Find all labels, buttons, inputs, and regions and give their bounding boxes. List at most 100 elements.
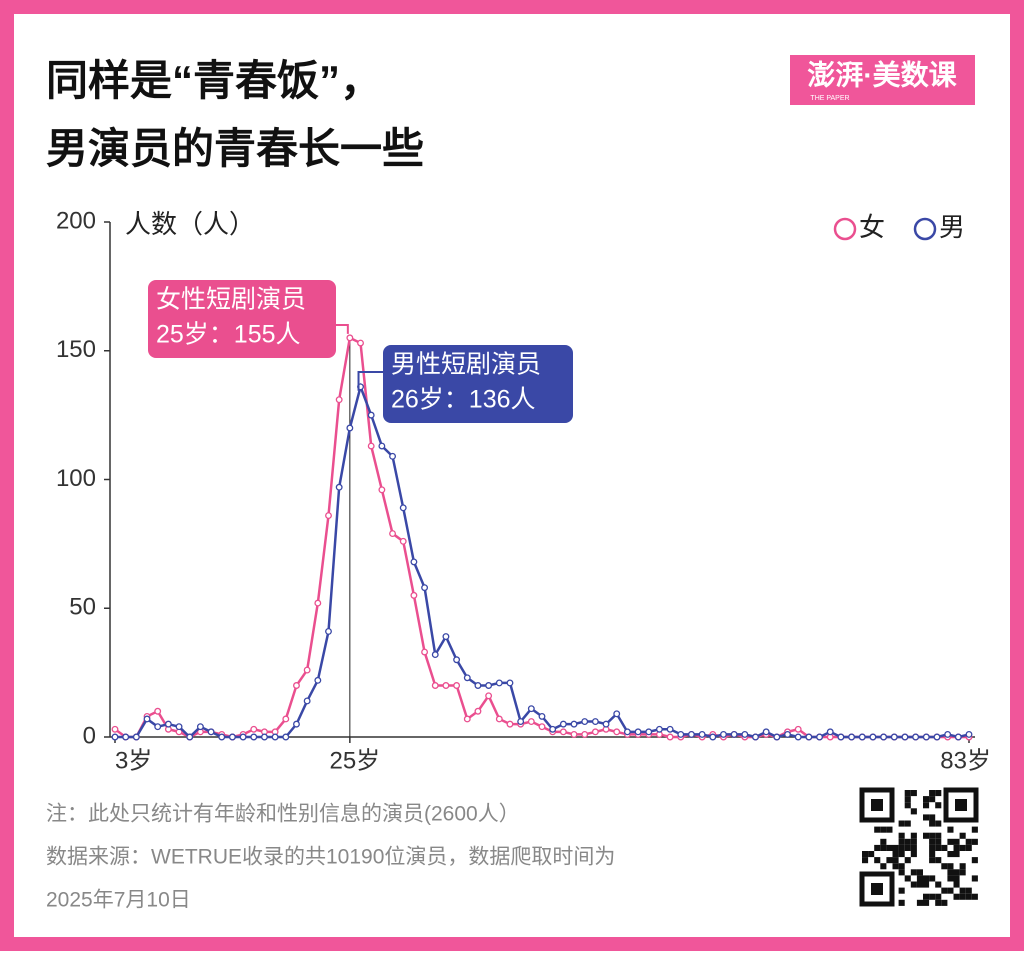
point: [623, 728, 631, 736]
qr-cell: [929, 790, 936, 797]
qr-cell: [929, 893, 936, 900]
point: [186, 733, 194, 741]
qr-cell: [880, 838, 887, 845]
logo-box: [790, 55, 975, 105]
point: [720, 730, 727, 738]
point: [517, 718, 525, 725]
point: [346, 424, 354, 432]
annotation-pointer: [326, 324, 349, 334]
point: [944, 730, 952, 738]
point: [837, 733, 845, 741]
point: [293, 720, 300, 728]
qr-cell: [910, 838, 917, 845]
point: [506, 679, 514, 687]
qr-cell: [904, 838, 911, 845]
qr-cell: [935, 838, 942, 845]
point: [965, 730, 973, 738]
point: [933, 733, 941, 741]
qr-cell: [941, 887, 948, 894]
y-tick-label: 100: [56, 465, 96, 492]
qr-cell: [947, 875, 954, 882]
qr-cell: [898, 863, 905, 870]
qr-cell: [929, 844, 936, 851]
point: [261, 733, 268, 741]
qr-cell: [904, 796, 911, 803]
qr-cell: [953, 881, 960, 888]
legend-label: 男: [939, 212, 965, 242]
point: [335, 483, 343, 491]
qr-cell: [953, 838, 960, 845]
qr-cell: [935, 832, 942, 839]
point: [805, 733, 813, 741]
qr-cell: [868, 851, 875, 858]
point: [463, 715, 471, 723]
qr-cell: [874, 844, 881, 851]
qr-cell: [880, 826, 887, 833]
qr-cell: [910, 808, 917, 815]
note: 2025年7月10日: [46, 889, 191, 912]
y-tick-label: 50: [69, 594, 96, 621]
point: [335, 396, 343, 404]
qr-cell: [923, 796, 930, 803]
legend-marker: [833, 217, 857, 241]
qr-cell: [935, 893, 942, 900]
note: 注：此处只统计有年龄和性别信息的演员(2600人）: [46, 803, 520, 826]
point: [613, 728, 621, 736]
point: [645, 728, 653, 736]
point: [559, 720, 567, 728]
point: [367, 411, 375, 419]
point: [389, 530, 396, 538]
qr-cell: [910, 851, 917, 858]
point: [431, 682, 439, 689]
qr-cell: [935, 899, 942, 906]
qr-cell: [923, 881, 930, 888]
qr-cell: [947, 887, 954, 894]
qr-cell: [923, 802, 930, 809]
qr-cell: [916, 875, 923, 882]
qr-cell: [892, 851, 899, 858]
qr-cell: [880, 863, 887, 870]
point: [890, 733, 898, 741]
point: [922, 733, 930, 741]
point: [581, 730, 589, 738]
y-tick-label: 200: [56, 207, 96, 234]
point: [826, 728, 834, 736]
x-tick-label: 25岁: [329, 747, 380, 774]
annotation-text: 女性短剧演员: [156, 286, 306, 314]
point: [218, 733, 226, 741]
qr-cell: [947, 869, 954, 876]
card: [14, 14, 1010, 937]
qr-cell: [898, 851, 905, 858]
point: [741, 730, 749, 738]
point: [570, 720, 578, 728]
qr-cell: [929, 814, 936, 821]
annotation-box: [383, 345, 573, 423]
qr-cell: [965, 887, 972, 894]
point: [506, 720, 514, 728]
qr-cell: [929, 857, 936, 864]
point: [709, 733, 717, 741]
point: [357, 339, 364, 347]
qr-cell: [898, 838, 905, 845]
qr-cell: [910, 869, 917, 876]
qr-cell: [929, 851, 936, 858]
point: [570, 730, 578, 738]
qr-cell: [941, 863, 948, 870]
point: [303, 666, 311, 674]
qr-cell: [898, 899, 905, 906]
point: [688, 730, 695, 738]
point: [954, 733, 962, 741]
qr-cell: [947, 838, 954, 845]
point: [314, 676, 322, 684]
point: [399, 537, 407, 545]
point: [762, 728, 770, 736]
qr-cell: [953, 875, 960, 882]
point: [495, 715, 503, 723]
annotation-text: 男性短剧演员: [391, 351, 541, 379]
logo-sub: THE PAPER: [810, 95, 849, 102]
qr-cell: [935, 802, 942, 809]
qr-cell: [862, 851, 869, 858]
qr-cell: [953, 851, 960, 858]
point: [784, 730, 791, 738]
y-tick-label: 0: [83, 722, 96, 749]
